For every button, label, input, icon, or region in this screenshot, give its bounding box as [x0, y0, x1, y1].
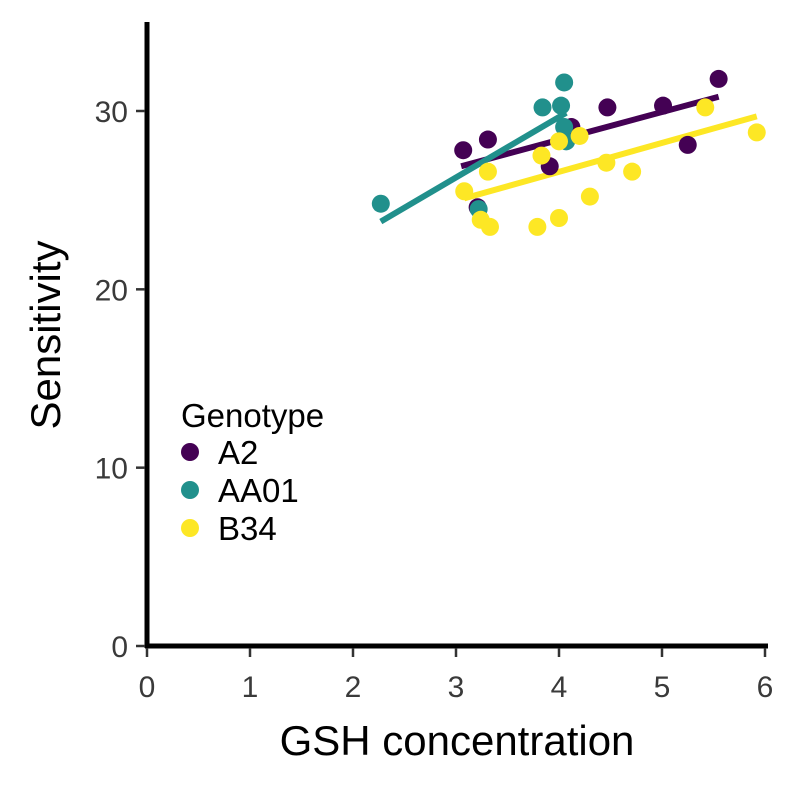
y-axis-title: Sensitivity [22, 240, 69, 429]
x-axis-title: GSH concentration [280, 717, 635, 764]
x-ticks: 0 1 2 3 4 5 6 [139, 648, 774, 704]
point-b34 [480, 217, 499, 236]
y-tick-label: 30 [95, 96, 128, 129]
legend-title: Genotype [181, 397, 324, 434]
legend-item-aa01: AA01 [181, 472, 299, 509]
point-a2 [598, 98, 617, 117]
point-b34 [747, 123, 766, 142]
point-b34 [550, 132, 568, 151]
legend: Genotype A2 AA01 B34 [181, 397, 324, 547]
y-tick-label: 20 [95, 274, 128, 307]
legend-key-b34 [181, 519, 199, 537]
point-b34 [597, 153, 616, 172]
point-aa01 [533, 98, 552, 117]
point-aa01 [552, 96, 571, 115]
point-a2 [678, 135, 697, 154]
point-b34 [580, 187, 599, 206]
y-tick-label: 10 [95, 453, 128, 486]
legend-label-aa01: AA01 [218, 472, 299, 509]
point-b34 [623, 162, 642, 181]
fit-line-a2 [460, 93, 720, 170]
point-a2 [454, 141, 473, 160]
legend-label-a2: A2 [218, 434, 258, 471]
x-tick-label: 3 [448, 671, 465, 704]
point-aa01 [555, 118, 574, 137]
x-tick-label: 5 [654, 671, 671, 704]
legend-item-b34: B34 [181, 510, 277, 547]
x-tick-label: 4 [551, 671, 568, 704]
fit-lines [379, 93, 758, 225]
point-a2 [478, 130, 497, 149]
point-a2 [709, 69, 728, 88]
point-aa01 [371, 194, 390, 213]
y-ticks: 0 10 20 30 [95, 96, 145, 664]
point-b34 [696, 98, 715, 117]
legend-item-a2: A2 [181, 434, 258, 471]
point-b34 [570, 126, 589, 145]
fit-line-aa01 [379, 110, 568, 225]
x-tick-label: 0 [139, 671, 156, 704]
x-tick-label: 6 [757, 671, 774, 704]
point-b34 [550, 209, 568, 227]
data-points [371, 69, 766, 236]
point-a2 [654, 96, 673, 115]
point-aa01 [555, 73, 574, 92]
legend-key-a2 [181, 443, 199, 461]
x-tick-label: 1 [242, 671, 259, 704]
point-b34 [532, 146, 551, 165]
legend-key-aa01 [181, 481, 199, 499]
x-tick-label: 2 [345, 671, 362, 704]
point-b34 [478, 162, 497, 181]
axes [144, 22, 768, 649]
point-b34 [528, 217, 547, 236]
legend-label-b34: B34 [218, 510, 277, 547]
point-b34 [455, 182, 474, 201]
y-tick-label: 0 [111, 631, 128, 664]
